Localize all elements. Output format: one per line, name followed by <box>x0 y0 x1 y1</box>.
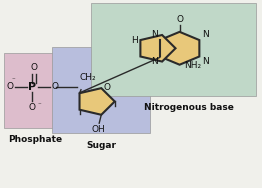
Text: O: O <box>176 15 183 24</box>
Text: O: O <box>29 103 36 112</box>
Text: NH₂: NH₂ <box>184 61 201 70</box>
Text: ⁻: ⁻ <box>37 102 41 108</box>
Text: H: H <box>132 36 138 45</box>
Text: O: O <box>103 83 110 92</box>
Text: CH₂: CH₂ <box>80 73 96 82</box>
Text: O: O <box>6 82 13 91</box>
Polygon shape <box>160 32 199 65</box>
Polygon shape <box>80 88 115 115</box>
Text: O: O <box>31 63 37 72</box>
Text: N: N <box>202 30 209 39</box>
Text: ⁻: ⁻ <box>11 77 15 83</box>
Text: O: O <box>52 82 59 91</box>
Text: N: N <box>151 30 158 39</box>
Text: Sugar: Sugar <box>86 141 116 150</box>
Text: Phosphate: Phosphate <box>8 135 62 144</box>
Text: Nitrogenous base: Nitrogenous base <box>144 103 234 112</box>
Polygon shape <box>140 35 176 61</box>
FancyBboxPatch shape <box>91 3 256 96</box>
FancyBboxPatch shape <box>4 53 66 128</box>
Text: N: N <box>151 57 158 66</box>
FancyBboxPatch shape <box>52 47 150 133</box>
Text: P: P <box>28 83 36 92</box>
Text: OH: OH <box>92 125 106 134</box>
Text: N: N <box>202 57 209 66</box>
